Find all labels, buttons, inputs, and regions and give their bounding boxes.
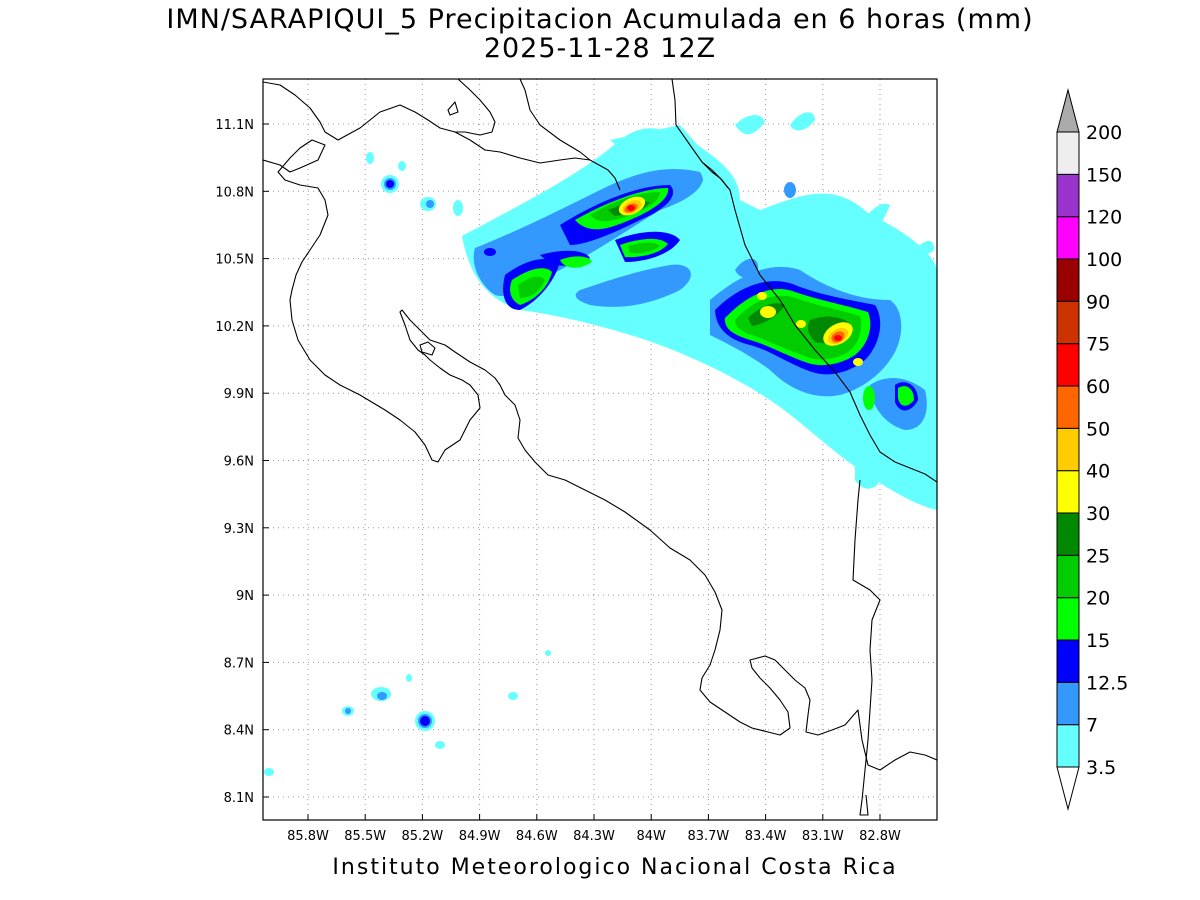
lat-tick-label: 10.8N [215,185,254,200]
colorbar-label: 12.5 [1086,672,1128,694]
axis-ticks: 85.8W 85.5W 85.2W 84.9W 84.6W 84.3W 84W 83.7W 83… [215,118,901,844]
colorbar-swatch [1056,173,1080,218]
colorbar-min-arrow [1056,766,1080,811]
lat-tick-label: 9.6N [224,455,254,470]
lat-tick-label: 9N [236,589,254,604]
gulf-of-nicoya-island [419,341,436,356]
colorbar-swatch [1056,512,1080,556]
colorbar-label: 50 [1086,418,1110,440]
colorbar-label: 7 [1086,715,1098,737]
lat-tick-label: 8.7N [224,656,254,671]
colorbar-swatch [1056,470,1080,514]
colorbar: 3.5 7 12.5 15 20 25 30 40 50 60 75 90 100 120 150 200 [1056,88,1128,811]
panama-border [852,479,881,816]
lat-tick-label: 10.2N [215,320,254,335]
caribbean-coast [671,79,937,483]
colorbar-label: 40 [1086,461,1110,483]
coastline [263,79,937,816]
colorbar-swatch [1056,597,1080,641]
precipitation-field [264,112,937,776]
colorbar-label: 25 [1086,545,1110,567]
colorbar-swatch [1056,258,1080,302]
lat-tick-label: 8.4N [224,724,254,739]
colorbar-swatch [1056,639,1080,683]
colorbar-label: 200 [1086,122,1122,144]
colorbar-label: 120 [1086,207,1122,229]
lon-tick-label: 85.8W [287,829,329,844]
map-subtitle: 2025-11-28 12Z [483,33,717,64]
colorbar-label: 100 [1086,249,1122,271]
colorbar-swatch [1056,131,1080,175]
colorbar-swatch [1056,385,1080,429]
caribbean-inner-coast [701,161,729,189]
lat-tick-label: 8.1N [224,791,254,806]
lon-tick-label: 83.1W [802,829,844,844]
lat-tick-label: 9.9N [224,387,254,402]
colorbar-swatch [1056,554,1080,599]
lon-tick-label: 84.9W [459,829,501,844]
lat-tick-label: 9.3N [224,522,254,537]
colorbar-label: 30 [1086,503,1110,525]
lake-island [447,101,459,116]
map-frame [262,78,938,821]
colorbar-swatch [1056,216,1080,260]
lon-tick-label: 85.5W [344,829,386,844]
colorbar-swatch [1056,343,1080,387]
colorbar-label: 15 [1086,630,1110,652]
colorbar-label: 150 [1086,164,1122,186]
lat-tick-label: 11.1N [215,118,254,133]
credit-text: Instituto Meteorologico Nacional Costa R… [332,855,898,880]
lon-tick-label: 84W [636,829,666,844]
lon-tick-label: 83.4W [745,829,787,844]
colorbar-max-arrow [1056,88,1080,133]
lon-tick-label: 83.7W [687,829,729,844]
lon-tick-label: 85.2W [401,829,443,844]
lon-tick-label: 84.6W [516,829,558,844]
colorbar-swatch [1056,427,1080,472]
lat-tick-label: 10.5N [215,253,254,268]
colorbar-swatch [1056,724,1080,768]
pacific-coast [263,139,937,771]
map-title: IMN/SARAPIQUI_5 Precipitacion Acumulada … [166,4,1034,35]
lon-tick-label: 84.3W [573,829,615,844]
precip-60-area [627,205,842,341]
colorbar-swatch [1056,300,1080,345]
lon-tick-label: 82.8W [859,829,901,844]
colorbar-label: 75 [1086,334,1110,356]
caribbean-coast-north [455,79,591,161]
colorbar-label: 20 [1086,588,1110,610]
nicaragua-border [263,81,621,191]
colorbar-label: 3.5 [1086,757,1116,779]
colorbar-label: 90 [1086,291,1110,313]
colorbar-label: 60 [1086,376,1110,398]
colorbar-swatch [1056,681,1080,726]
